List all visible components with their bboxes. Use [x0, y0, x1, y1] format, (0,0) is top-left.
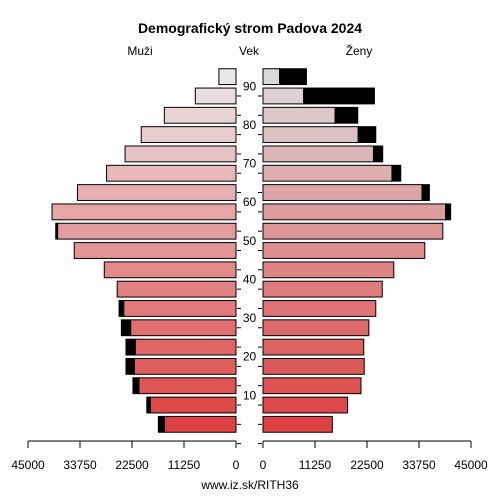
- female-bar-dark-65-69: [391, 164, 402, 182]
- male-bar-80-84: [163, 106, 237, 124]
- female-bar-5-9: [262, 396, 349, 414]
- female-bar-dark-85-89: [303, 87, 375, 105]
- male-bar-75-79: [140, 126, 237, 144]
- male-bar-20-24: [134, 338, 237, 356]
- female-bar-dark-80-84: [334, 106, 359, 124]
- female-bar-50-54: [262, 222, 444, 240]
- male-bar-dark-20-24: [125, 338, 136, 356]
- female-bar-40-44: [262, 261, 395, 279]
- x-tick-label-women: 11250: [299, 458, 332, 472]
- male-bar-85-89: [194, 87, 237, 105]
- age-tick-label: 80: [243, 118, 257, 132]
- male-bar-0-4: [163, 415, 237, 433]
- male-bar-45-49: [73, 242, 237, 259]
- age-tick-label: 10: [243, 388, 257, 402]
- female-bar-10-14: [262, 377, 362, 395]
- female-bar-0-4: [262, 415, 333, 433]
- center-label-age: Vek: [239, 44, 260, 58]
- female-bar-75-79: [262, 126, 359, 144]
- male-bar-dark-30-34: [118, 300, 125, 317]
- x-tick-label-men: 11250: [168, 458, 201, 472]
- male-bar-dark-5-9: [146, 396, 151, 414]
- male-bar-15-19: [133, 357, 237, 375]
- age-axis: 10 20 30 40 50 60 70 80 90: [237, 79, 262, 445]
- male-bar-5-9: [149, 396, 237, 414]
- chart-title: Demografický strom Padova 2024: [138, 20, 362, 36]
- female-bar-45-49: [262, 242, 426, 259]
- footer-url: www.iz.sk/RITH36: [200, 478, 299, 492]
- male-bar-10-14: [138, 377, 237, 395]
- x-tick-label-men: 33750: [63, 458, 97, 472]
- x-tick-label-men: 0: [233, 458, 240, 472]
- age-tick-label: 70: [243, 157, 257, 171]
- x-tick-label-women: 0: [260, 458, 267, 472]
- x-tick-label-men: 22500: [115, 458, 149, 472]
- male-bar-60-64: [76, 184, 237, 201]
- age-tick-label: 90: [243, 79, 257, 93]
- female-bar-dark-70-74: [372, 145, 384, 163]
- male-bar-dark-15-19: [125, 357, 135, 375]
- male-bar-30-34: [123, 300, 237, 317]
- female-bar-25-29: [262, 319, 370, 337]
- x-axis-women: 0 11250 22500 33750 45000: [260, 440, 488, 472]
- age-tick-label: 20: [243, 350, 257, 364]
- male-bar-40-44: [103, 261, 237, 279]
- x-tick-label-women: 45000: [454, 458, 488, 472]
- female-bar-dark-75-79: [357, 126, 377, 144]
- left-label-men: Muži: [127, 44, 152, 58]
- x-tick-label-women: 33750: [402, 458, 436, 472]
- male-bar-dark-10-14: [132, 377, 140, 395]
- x-tick-label-men: 45000: [11, 458, 45, 472]
- female-bar-85-89: [262, 87, 305, 105]
- age-tick-label: 30: [243, 311, 257, 325]
- female-bar-15-19: [262, 357, 365, 375]
- female-bar-70-74: [262, 145, 374, 163]
- female-bar-90+: [262, 68, 281, 86]
- female-bar-30-34: [262, 300, 377, 317]
- male-bar-25-29: [130, 319, 237, 337]
- x-tick-label-women: 22500: [350, 458, 384, 472]
- male-bar-65-69: [106, 164, 237, 182]
- age-tick-label: 50: [243, 234, 257, 248]
- male-bar-dark-25-29: [120, 319, 132, 337]
- male-bar-50-54: [57, 222, 237, 240]
- male-bar-90+: [218, 68, 237, 86]
- male-bars: [51, 68, 237, 433]
- female-bar-dark-90+: [279, 68, 307, 86]
- male-bar-dark-50-54: [55, 222, 59, 240]
- female-bar-80-84: [262, 106, 336, 124]
- female-bars: [262, 68, 452, 433]
- male-bar-35-39: [116, 280, 237, 298]
- female-bar-dark-60-64: [421, 184, 430, 201]
- female-bar-55-59: [262, 203, 447, 221]
- female-bar-35-39: [262, 280, 383, 298]
- x-axis-men: 0 11250 22500 33750 45000: [11, 440, 240, 472]
- female-bar-20-24: [262, 338, 365, 356]
- male-bar-55-59: [51, 203, 237, 221]
- age-tick-label: 40: [243, 272, 257, 286]
- right-label-women: Ženy: [346, 43, 373, 58]
- male-bar-dark-0-4: [157, 415, 165, 433]
- female-bar-60-64: [262, 184, 423, 201]
- male-bar-70-74: [124, 145, 237, 163]
- female-bar-dark-55-59: [445, 203, 452, 221]
- female-bar-65-69: [262, 164, 393, 182]
- age-tick-label: 60: [243, 195, 257, 209]
